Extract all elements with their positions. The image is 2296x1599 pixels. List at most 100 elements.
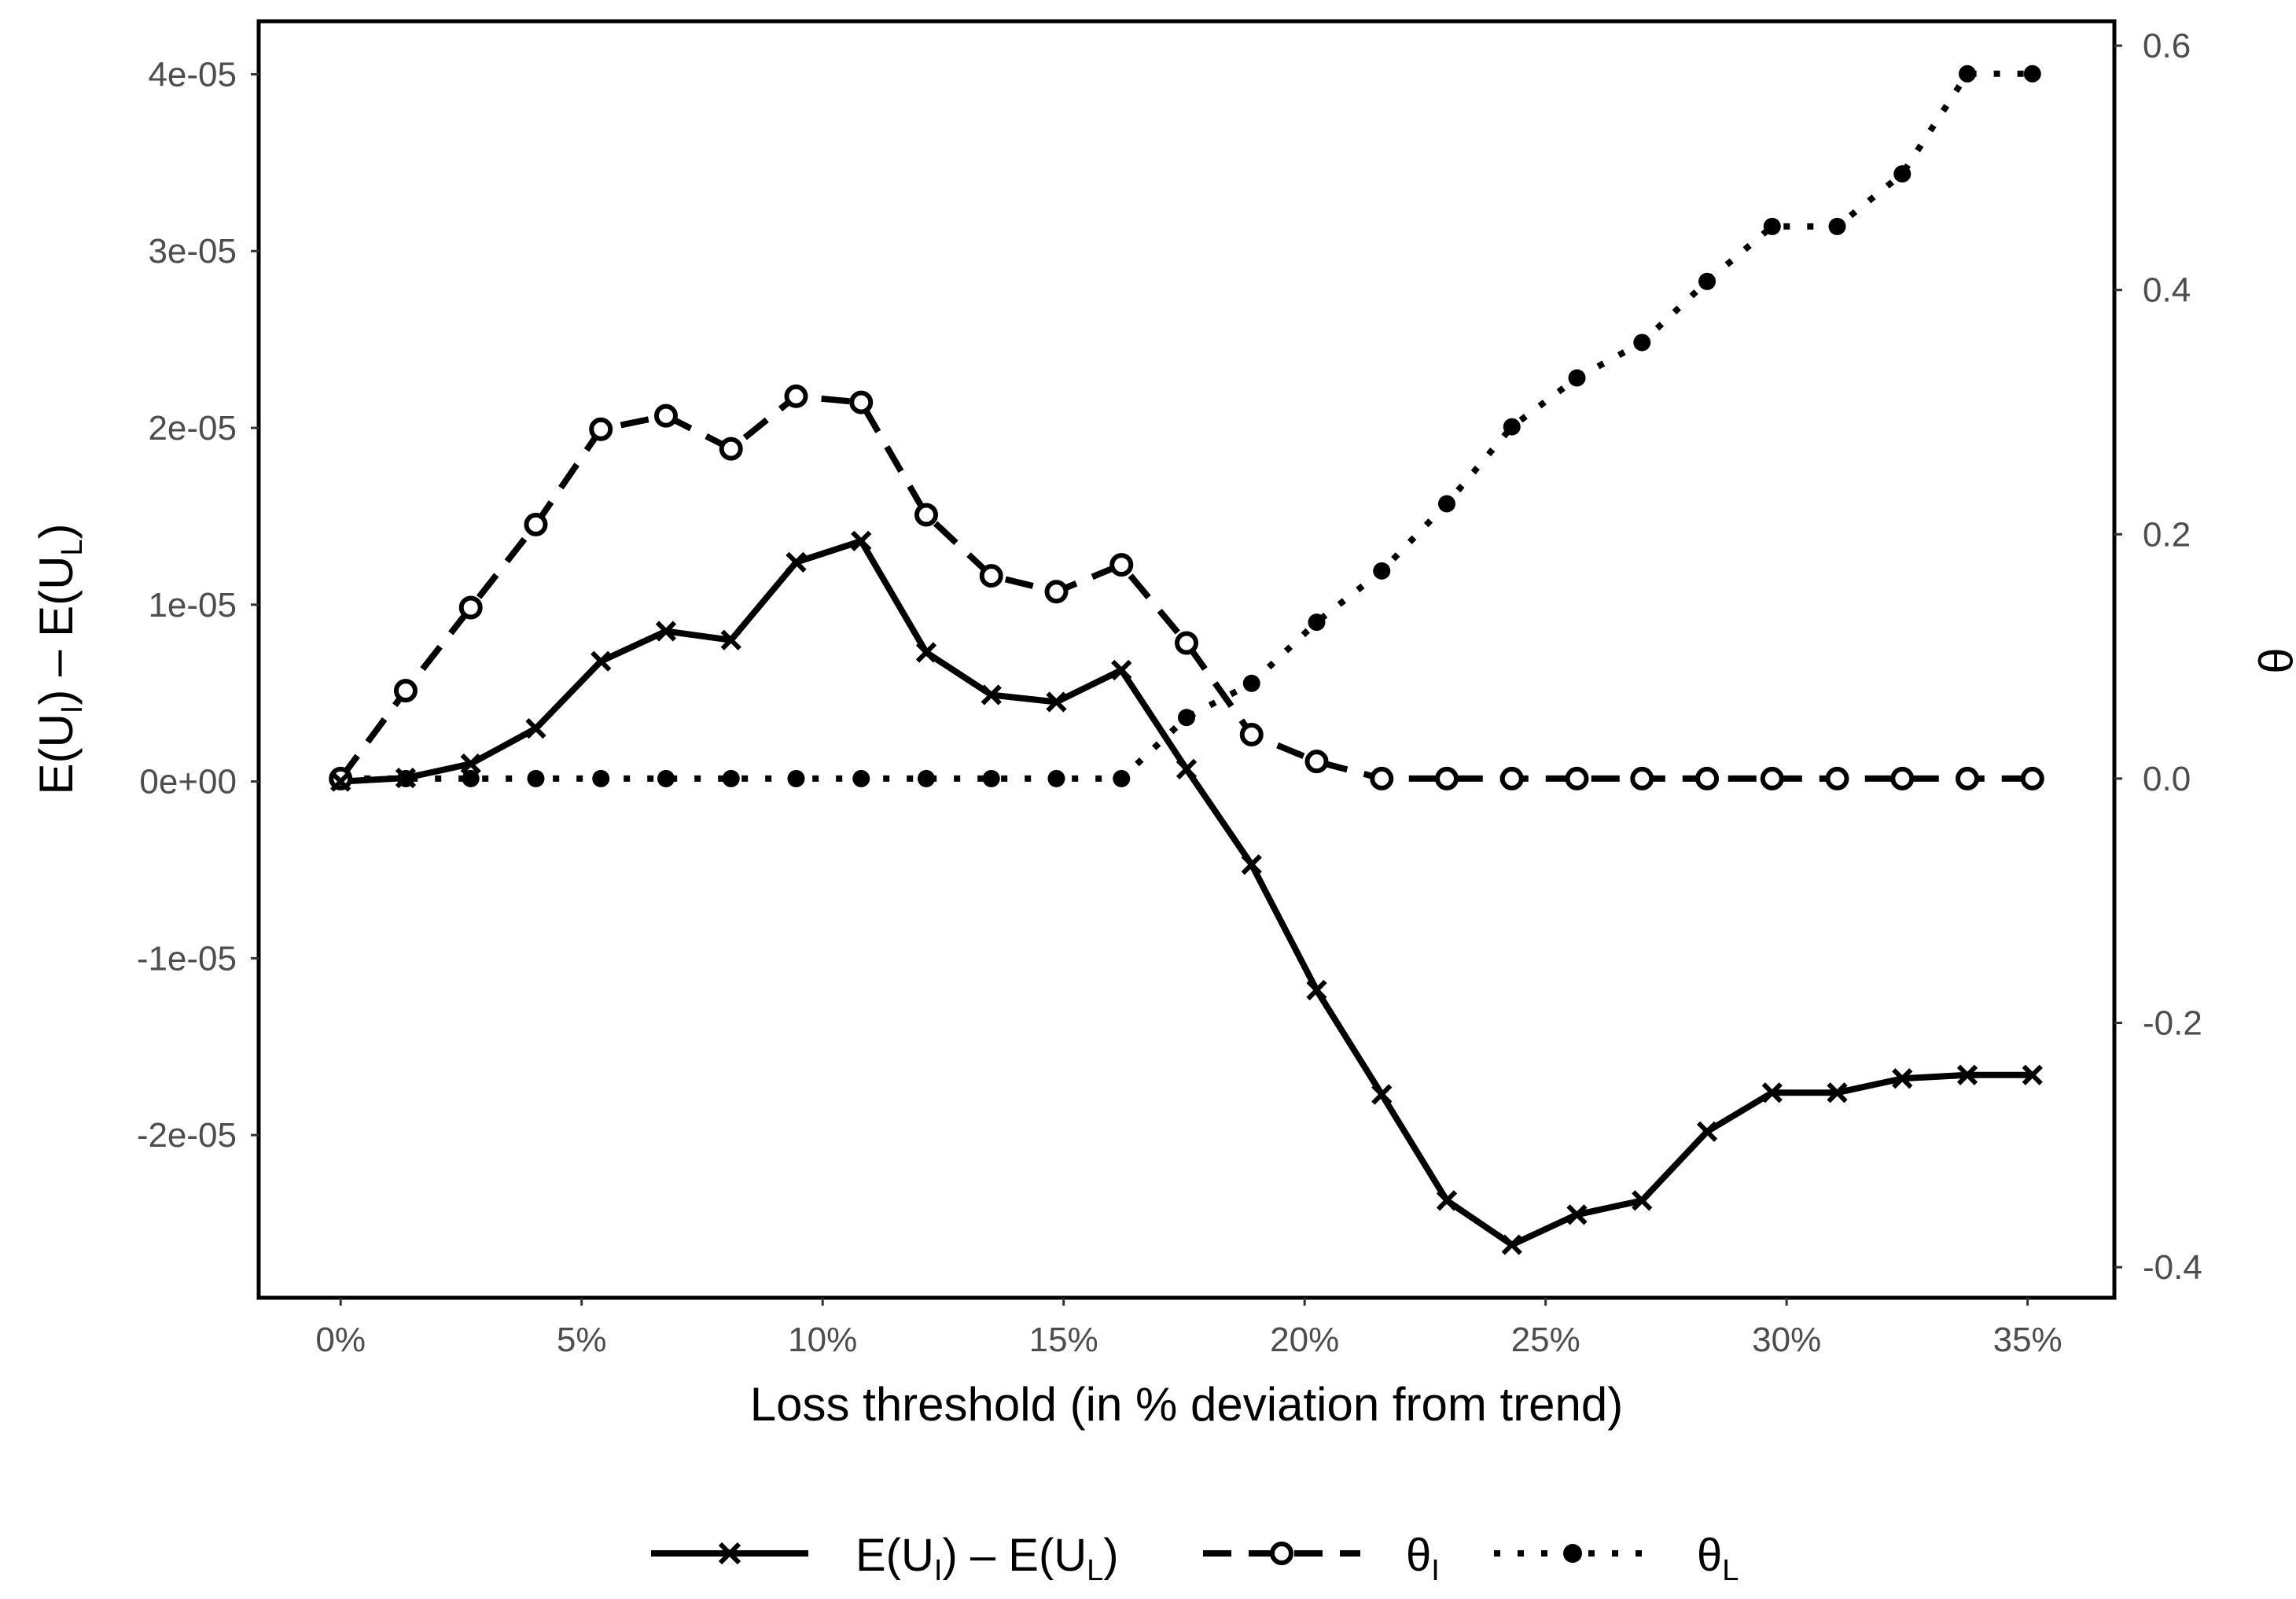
data-point-x-marker	[720, 629, 741, 650]
data-point-x-marker	[1371, 1084, 1393, 1105]
plot-panel	[256, 19, 2117, 1300]
data-point-x-marker	[1111, 659, 1132, 681]
ticks-layer: 0% 5% 10% 15% 20% 25% 30% 35% 4e-05 3e-05 2e-05 1e-…	[137, 27, 2202, 1359]
data-point-x-marker	[1892, 1068, 1913, 1089]
data-point-filled-circle	[1698, 272, 1716, 290]
data-point-filled-circle	[1503, 418, 1521, 436]
data-point-x-marker	[1501, 1234, 1522, 1255]
data-point-open-circle	[458, 595, 483, 620]
series-layer	[329, 64, 2044, 1255]
x-tick-label: 35%	[1993, 1321, 2062, 1359]
x-tick-label: 30%	[1752, 1321, 1821, 1359]
y-left-tick-label: 1e-05	[148, 586, 237, 624]
data-point-filled-circle	[1763, 217, 1781, 235]
data-point-filled-circle	[1047, 769, 1065, 787]
data-point-x-marker	[460, 753, 481, 775]
data-point-open-circle	[1175, 631, 1198, 655]
data-point-open-circle	[393, 679, 418, 703]
data-point-x-marker	[1046, 691, 1067, 713]
y-left-tick-label: -2e-05	[137, 1116, 237, 1155]
data-point-filled-circle	[1308, 613, 1326, 632]
data-point-filled-circle	[1438, 495, 1456, 513]
data-point-x-marker	[981, 684, 1002, 706]
data-point-x-marker	[1632, 1190, 1653, 1211]
data-point-filled-circle	[1893, 165, 1911, 183]
x-tick-label: 0%	[315, 1321, 366, 1359]
data-point-open-circle	[1890, 766, 1915, 790]
data-point-open-circle	[1565, 766, 1589, 790]
data-point-x-marker	[1761, 1082, 1783, 1103]
data-point-filled-circle	[2023, 64, 2041, 83]
y-right-tick-label: 0.4	[2143, 271, 2191, 310]
y-right-tick-label: -0.4	[2143, 1248, 2202, 1287]
data-point-open-circle	[1695, 766, 1720, 790]
data-point-filled-circle	[1242, 674, 1260, 692]
data-point-filled-circle	[527, 769, 545, 787]
data-point-open-circle	[914, 503, 938, 527]
x-axis-label: Loss threshold (in % deviation from tren…	[750, 1378, 1624, 1431]
x-tick-label: 15%	[1029, 1321, 1098, 1359]
data-point-x-marker	[1176, 758, 1198, 779]
data-point-open-circle	[1109, 553, 1134, 577]
data-point-open-circle	[1499, 766, 1524, 790]
y-right-tick-label: -0.2	[2143, 1004, 2202, 1043]
data-point-open-circle	[1435, 766, 1459, 790]
y-right-tick-label: 0.6	[2143, 27, 2191, 65]
data-point-open-circle	[2020, 766, 2044, 790]
data-point-filled-circle	[1178, 709, 1195, 727]
data-point-x-marker	[1306, 979, 1327, 1000]
y-left-tick-label: -1e-05	[137, 939, 237, 978]
data-point-filled-circle	[657, 769, 675, 787]
data-point-x-marker	[1696, 1121, 1718, 1142]
data-point-x-marker	[1241, 854, 1262, 875]
data-point-open-circle	[849, 390, 874, 414]
data-point-open-circle	[1760, 766, 1784, 790]
x-tick-label: 10%	[788, 1321, 857, 1359]
data-point-open-circle	[653, 403, 678, 428]
y-left-tick-label: 0e+00	[139, 763, 237, 801]
data-point-x-marker	[655, 621, 677, 642]
data-point-filled-circle	[852, 769, 870, 787]
legend-key-filled-circle-marker	[1563, 1544, 1582, 1563]
data-point-x-marker	[2022, 1064, 2043, 1085]
legend: E(UI) – E(UL) θI θL	[651, 1530, 1739, 1587]
data-point-open-circle	[1304, 750, 1329, 774]
data-point-open-circle	[1630, 766, 1654, 790]
data-point-x-marker	[525, 718, 546, 739]
data-point-filled-circle	[1113, 769, 1131, 787]
y-right-tick-label: 0.2	[2143, 515, 2191, 554]
data-point-open-circle	[1370, 766, 1394, 790]
data-point-filled-circle	[787, 769, 805, 787]
y-right-tick-label: 0.0	[2143, 760, 2191, 798]
data-point-filled-circle	[982, 769, 1000, 787]
data-point-x-marker	[915, 642, 937, 663]
data-point-open-circle	[784, 384, 808, 408]
data-point-open-circle	[524, 512, 548, 536]
data-point-open-circle	[589, 417, 613, 441]
y-left-tick-label: 3e-05	[148, 232, 237, 271]
data-point-filled-circle	[592, 769, 610, 787]
y-axis-right-label: θ	[2248, 647, 2296, 673]
data-point-filled-circle	[1568, 369, 1586, 387]
data-point-open-circle	[1956, 766, 1980, 790]
data-point-open-circle	[1044, 580, 1069, 604]
data-point-x-marker	[851, 530, 872, 552]
series-line-dashed	[337, 392, 2033, 782]
legend-label-utility-difference: E(UI) – E(UL)	[855, 1530, 1119, 1587]
y-left-tick-label: 4e-05	[148, 55, 237, 94]
data-point-filled-circle	[462, 769, 480, 787]
data-point-x-marker	[395, 767, 417, 789]
data-point-open-circle	[979, 564, 1003, 588]
data-point-x-marker	[1827, 1082, 1848, 1103]
data-point-x-marker	[330, 771, 351, 792]
data-point-filled-circle	[1373, 562, 1391, 580]
data-point-filled-circle	[722, 769, 740, 787]
data-point-filled-circle	[1828, 217, 1846, 235]
data-point-filled-circle	[917, 769, 935, 787]
y-axis-left-label: E(UI) – E(UL)	[30, 523, 89, 794]
data-point-x-marker	[1956, 1064, 1978, 1085]
data-point-filled-circle	[1633, 333, 1651, 352]
data-point-open-circle	[1825, 766, 1849, 790]
legend-label-theta-l: θL	[1697, 1530, 1739, 1587]
data-point-x-marker	[1566, 1204, 1588, 1225]
